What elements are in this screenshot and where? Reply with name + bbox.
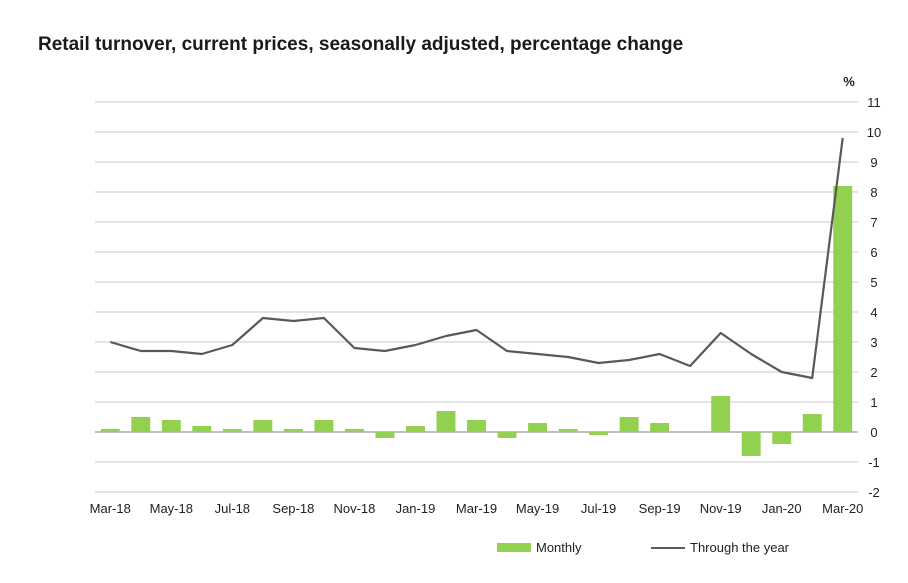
- x-axis-tick-labels: Mar-18 May-18 Jul-18 Sep-18 Nov-18 Jan-19 Mar-…: [90, 501, 864, 516]
- x-tick-label: Jul-19: [581, 501, 616, 516]
- legend-item-through-the-year: Through the year: [651, 540, 789, 555]
- x-tick-label: May-19: [516, 501, 559, 516]
- bar: [589, 432, 609, 435]
- bar: [222, 429, 242, 432]
- legend-label-through-the-year: Through the year: [690, 540, 790, 555]
- bar: [192, 426, 212, 432]
- bar-series-monthly: [100, 186, 853, 456]
- x-tick-label: Nov-19: [700, 501, 742, 516]
- legend-item-monthly: Monthly: [497, 540, 582, 555]
- y-tick-label: 0: [870, 425, 877, 440]
- x-tick-label: Sep-19: [639, 501, 681, 516]
- y-tick-label: 1: [870, 395, 877, 410]
- y-tick-label: -1: [868, 455, 880, 470]
- x-tick-label: Sep-18: [272, 501, 314, 516]
- bar: [375, 432, 395, 438]
- y-axis-unit-label: %: [843, 74, 855, 89]
- x-tick-label: May-18: [150, 501, 193, 516]
- bar: [833, 186, 853, 432]
- bar: [772, 432, 792, 444]
- bar: [100, 429, 120, 432]
- x-tick-label: Mar-20: [822, 501, 863, 516]
- y-tick-label: 5: [870, 275, 877, 290]
- y-tick-label: 10: [867, 125, 881, 140]
- bar: [131, 417, 151, 432]
- bar: [161, 420, 181, 432]
- x-tick-label: Mar-18: [90, 501, 131, 516]
- x-tick-label: Jul-18: [215, 501, 250, 516]
- bar: [802, 414, 822, 432]
- bar: [467, 420, 486, 432]
- bar: [741, 432, 761, 456]
- bar: [283, 429, 303, 432]
- legend-swatch-monthly: [497, 543, 531, 552]
- x-tick-label: Mar-19: [456, 501, 497, 516]
- x-tick-label: Jan-20: [762, 501, 802, 516]
- y-tick-label: 4: [870, 305, 877, 320]
- bar: [558, 429, 578, 432]
- y-tick-label: 6: [870, 245, 877, 260]
- bar: [436, 411, 456, 432]
- y-tick-label: 8: [870, 185, 877, 200]
- y-tick-label: 7: [870, 215, 877, 230]
- bar: [711, 396, 731, 432]
- bar: [619, 417, 639, 432]
- x-tick-label: Jan-19: [396, 501, 436, 516]
- bar: [253, 420, 273, 432]
- bar: [314, 420, 334, 432]
- bar: [497, 432, 517, 438]
- y-axis-tick-labels: -2 -1 0 1 2 3 4 5 6 7 8 9 10 11: [867, 95, 881, 500]
- legend-label-monthly: Monthly: [536, 540, 582, 555]
- bar: [344, 429, 364, 432]
- chart-title: Retail turnover, current prices, seasona…: [38, 34, 684, 55]
- bar: [528, 423, 548, 432]
- y-tick-label: -2: [868, 485, 880, 500]
- gridlines: [95, 101, 858, 493]
- y-tick-label: 9: [870, 155, 877, 170]
- line-series-through-the-year: [109, 137, 844, 380]
- y-tick-label: 11: [867, 95, 881, 110]
- y-tick-label: 2: [870, 365, 877, 380]
- legend-swatch-through-the-year: [651, 546, 685, 549]
- bar: [405, 426, 425, 432]
- x-tick-label: Nov-18: [333, 501, 375, 516]
- y-tick-label: 3: [870, 335, 877, 350]
- bar: [650, 423, 670, 432]
